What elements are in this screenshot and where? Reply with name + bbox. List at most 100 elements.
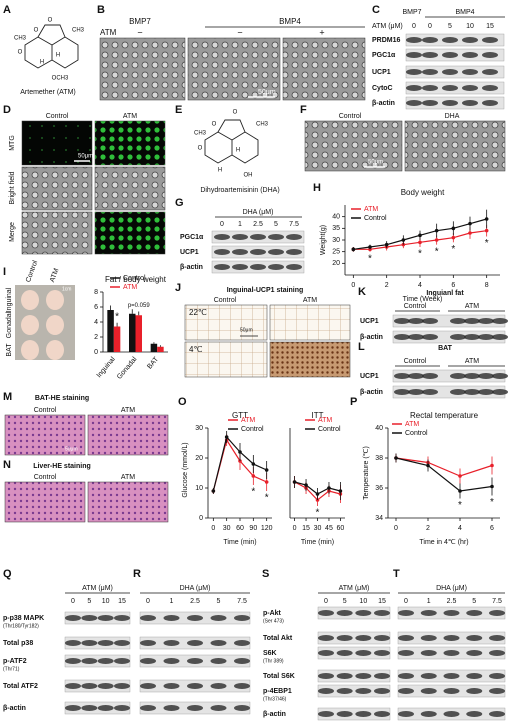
scale-label: 50μm	[78, 154, 93, 160]
data-point	[458, 474, 462, 478]
blot-band	[81, 683, 98, 689]
atom-label: CH3	[14, 36, 27, 42]
blot-band	[442, 37, 458, 43]
blot-band	[81, 640, 98, 646]
x-tick-label: 0	[394, 525, 398, 532]
data-point	[264, 468, 269, 472]
chart-title: Body weight	[401, 188, 445, 197]
blot-band	[398, 635, 414, 641]
lane-label: 5	[343, 598, 347, 605]
y-tick-label: 25	[332, 249, 340, 256]
significance-mark: *	[368, 253, 372, 264]
structure-a	[24, 24, 79, 69]
label: ATM	[49, 267, 61, 283]
panel-label: D	[3, 104, 11, 116]
x-axis-label: Time in 4℃ (hr)	[419, 539, 468, 546]
x-tick-label: 90	[249, 525, 257, 532]
blot-band	[466, 688, 483, 694]
data-point	[315, 492, 320, 496]
label: Control	[34, 474, 57, 481]
x-tick-label: 2	[385, 282, 389, 289]
blot-band	[462, 69, 478, 75]
fat-depot	[46, 315, 64, 335]
atom-label: CH3	[72, 28, 85, 34]
blot-band	[420, 711, 437, 717]
data-point	[401, 238, 406, 242]
lane-label: 5	[217, 598, 221, 605]
blot-band	[462, 100, 478, 106]
label: ATM	[303, 297, 317, 304]
series-line	[395, 457, 493, 492]
blot-band	[318, 711, 334, 717]
blot-band	[478, 334, 494, 340]
y-tick-label: 34	[375, 515, 383, 522]
atom-label: O	[18, 50, 23, 56]
label: DHA (μM)	[180, 585, 211, 592]
data-point	[451, 235, 456, 240]
blot-band	[268, 234, 284, 240]
label: 22℃	[189, 308, 207, 317]
atom-label: H	[218, 168, 222, 174]
data-point	[368, 245, 372, 249]
blot-band	[355, 688, 372, 694]
label: Total p38	[3, 640, 33, 647]
blot-band	[140, 640, 156, 646]
atom-label: H	[56, 53, 60, 59]
label: Dihydroartemisinin (DHA)	[200, 187, 279, 194]
blot-band	[318, 650, 334, 656]
lane-label: 10	[102, 598, 110, 605]
blot-band	[489, 711, 505, 717]
blot-band	[234, 640, 250, 646]
x-tick-label: 0	[211, 525, 215, 532]
significance-mark: *	[251, 487, 255, 498]
micrograph	[87, 481, 169, 523]
lane-label: 1	[170, 598, 174, 605]
label: PRDM16	[372, 37, 401, 44]
micrograph	[94, 211, 166, 255]
blot-band	[443, 635, 460, 641]
lane-label: 5	[274, 221, 278, 228]
atom-label: O	[34, 28, 39, 34]
blot-band	[232, 249, 248, 255]
label: Inguianl fat	[426, 290, 464, 297]
label: (Thr71)	[3, 666, 20, 672]
blot-band	[374, 650, 390, 656]
data-point	[434, 228, 439, 233]
blot-band	[81, 658, 98, 664]
blot-band	[492, 389, 508, 395]
blot-band	[394, 334, 410, 340]
label: DHA (μM)	[436, 585, 467, 592]
blot-band	[214, 249, 230, 255]
fat-depot	[21, 340, 39, 360]
y-tick-label: 35	[332, 225, 340, 232]
blot-band	[286, 249, 302, 255]
panel-label: S	[262, 568, 269, 580]
blot-band	[408, 389, 424, 395]
panel-label: G	[175, 197, 184, 209]
blot-band	[443, 688, 460, 694]
micrograph	[21, 120, 93, 166]
blot-band	[318, 688, 334, 694]
chart-title: Rectal temperature	[410, 411, 479, 420]
blot-band	[210, 683, 227, 689]
blot-band	[422, 373, 438, 379]
y-tick-label: 36	[375, 485, 383, 492]
data-point	[351, 247, 356, 252]
label: Total S6K	[263, 673, 295, 680]
blot-band	[398, 610, 414, 616]
panel-label: N	[3, 459, 11, 471]
y-tick-label: 8	[94, 289, 98, 296]
micrograph	[184, 341, 268, 378]
blot-band	[466, 650, 483, 656]
blot-band	[464, 318, 480, 324]
x-tick-label: 8	[485, 282, 489, 289]
significance-mark: *	[458, 500, 462, 511]
scale-label: 50μm	[258, 89, 276, 96]
blot-band	[462, 85, 478, 91]
blot-band	[232, 234, 248, 240]
blot-band	[394, 389, 410, 395]
atom-label: CH3	[256, 122, 269, 128]
y-axis-label: Glucose (mmol/L)	[182, 442, 189, 497]
blot-band	[250, 234, 266, 240]
micrograph	[187, 37, 281, 101]
